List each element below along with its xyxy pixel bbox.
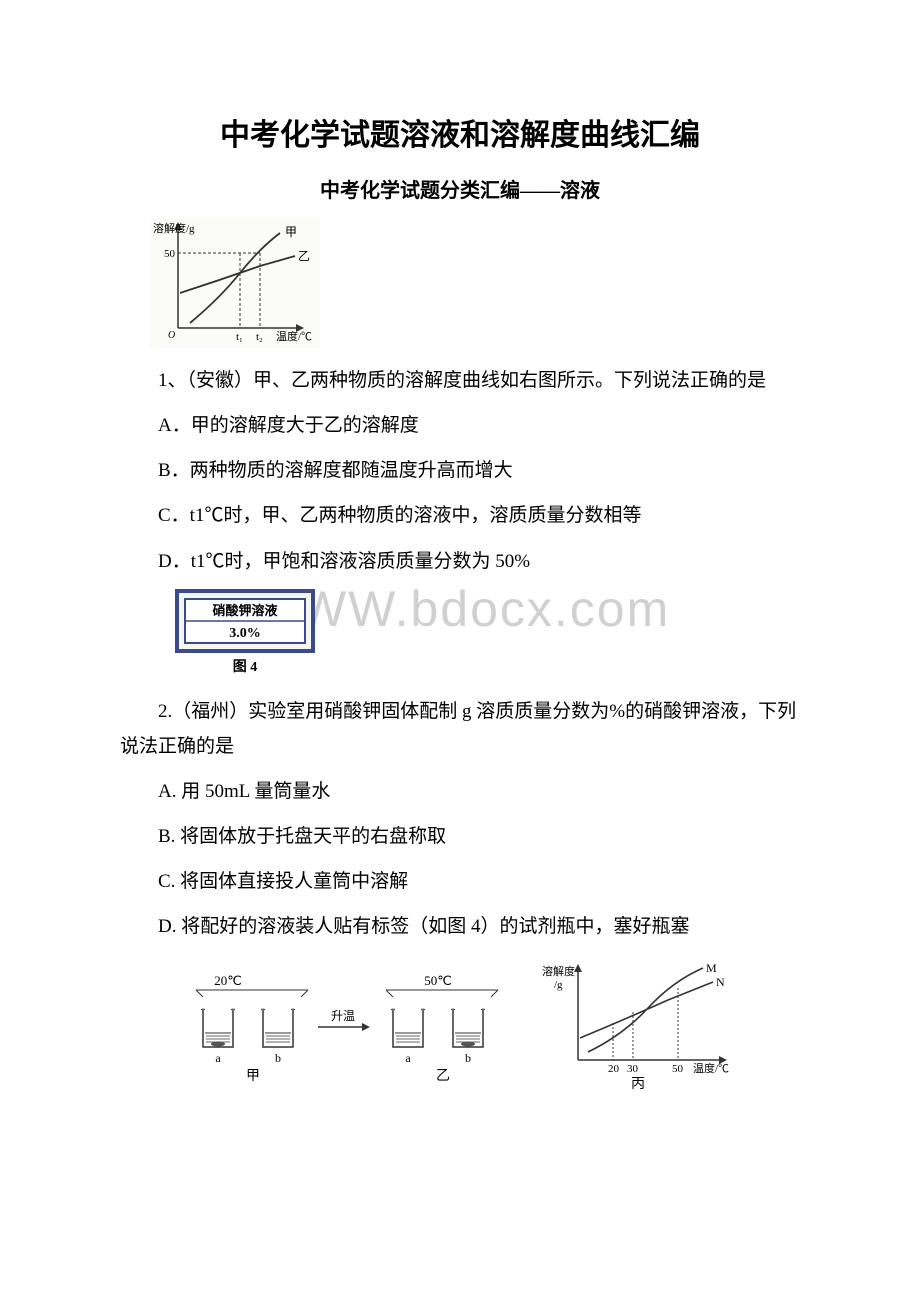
chart2-ylabel2: /g [554,979,563,991]
chart2-m: M [706,961,717,975]
group-jia: 甲 [246,1069,260,1084]
beaker-a-label-1: a [215,1051,221,1065]
chart1-curve-b: 乙 [298,249,310,263]
question-1-option-b: B．两种物质的溶解度都随温度升高而增大 [158,453,800,488]
question-1-text: 1、（安徽）甲、乙两种物质的溶解度曲线如右图所示。下列说法正确的是 [120,363,800,398]
chart1-xtick1: t₁ [236,331,243,343]
reagent-label-figure: 硝酸钾溶液 3.0% 图 4 [175,589,800,684]
chart2-caption: 丙 [631,1077,645,1090]
chart2-ylabel1: 溶解度 [542,964,575,978]
temp1-label: 20℃ [214,973,242,988]
chart2-x3: 50 [672,1063,684,1075]
page-subtitle: 中考化学试题分类汇编——溶液 [120,174,800,203]
question-1-option-c: C．t1℃时，甲、乙两种物质的溶液中，溶质质量分数相等 [158,498,800,533]
question-2-option-b: B. 将固体放于托盘天平的右盘称取 [158,819,800,854]
page-title: 中考化学试题溶液和溶解度曲线汇编 [120,110,800,154]
question-1-option-d: D．t1℃时，甲饱和溶液溶质质量分数为 50% [158,544,800,579]
solubility-chart-1: 溶解度/g 50 甲 乙 t₁ t₂ 温度/℃ O [150,218,800,353]
chart2-xlabel: 温度/℃ [693,1061,729,1075]
chart1-xlabel: 温度/℃ [276,329,312,343]
chart1-xtick2: t₂ [256,331,263,343]
label-line1: 硝酸钾溶液 [212,603,277,618]
label-caption: 图 4 [233,659,258,675]
solubility-chart-2: 溶解度 /g M N 20 30 50 温度/℃ 丙 [538,960,743,1090]
temp2-label: 50℃ [424,973,452,988]
group-yi: 乙 [436,1068,450,1084]
question-2-option-a: A. 用 50mL 量筒量水 [158,774,800,809]
beaker-b-label-1: b [275,1051,281,1065]
chart2-n: N [716,975,725,989]
bottom-figures: 20℃ a b 甲 升温 50℃ [120,960,800,1090]
beaker-b-label-2: b [465,1051,471,1065]
svg-text:O: O [168,330,175,341]
arrow-label: 升温 [330,1009,354,1023]
beaker-a-label-2: a [405,1051,411,1065]
chart2-x2: 30 [627,1063,639,1075]
chart2-x1: 20 [608,1063,620,1075]
label-line2: 3.0% [229,626,261,641]
chart1-curve-a: 甲 [285,225,297,239]
question-2-option-c: C. 将固体直接投人童筒中溶解 [158,864,800,899]
question-1-option-a: A．甲的溶解度大于乙的溶解度 [158,408,800,443]
question-2-text: 2.（福州）实验室用硝酸钾固体配制 g 溶质质量分数为%的硝酸钾溶液，下列说法正… [120,694,800,764]
chart1-ytick: 50 [164,248,176,260]
beaker-diagram: 20℃ a b 甲 升温 50℃ [178,965,518,1090]
chart1-ylabel: 溶解度/g [153,221,195,235]
question-2-option-d: D. 将配好的溶液装人贴有标签（如图 4）的试剂瓶中，塞好瓶塞 [158,909,800,944]
